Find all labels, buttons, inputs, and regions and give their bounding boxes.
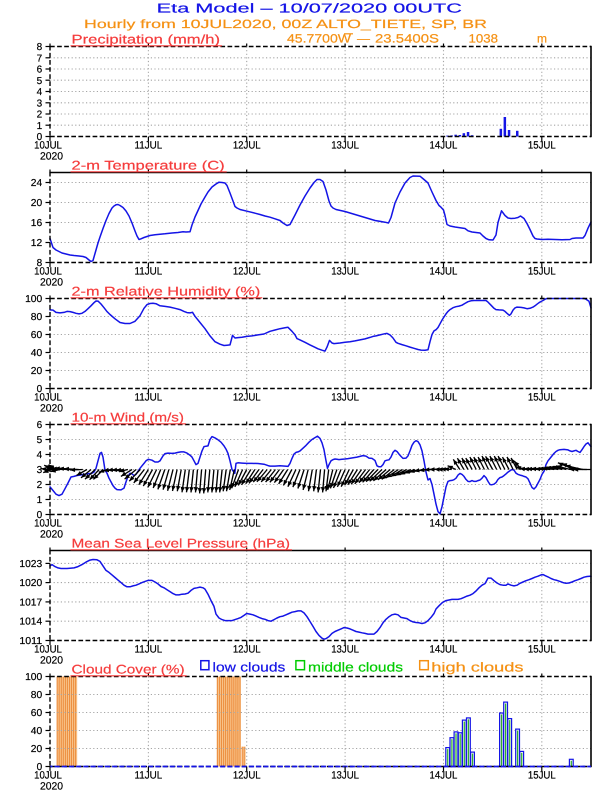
svg-text:14JUL: 14JUL	[430, 139, 458, 151]
svg-text:13JUL: 13JUL	[331, 517, 359, 529]
svg-text:12JUL: 12JUL	[233, 769, 261, 781]
svg-text:0: 0	[37, 762, 43, 773]
svg-text:2-m Temperature (C): 2-m Temperature (C)	[72, 159, 225, 173]
svg-text:7: 7	[37, 53, 43, 64]
svg-text:23.5400S: 23.5400S	[375, 32, 439, 46]
svg-text:12JUL: 12JUL	[233, 391, 261, 403]
svg-text:13JUL: 13JUL	[331, 391, 359, 403]
svg-text:8: 8	[37, 258, 43, 269]
svg-text:3: 3	[37, 98, 43, 109]
svg-text:10JUL: 10JUL	[34, 139, 62, 151]
svg-text:14JUL: 14JUL	[430, 769, 458, 781]
svg-text:8: 8	[37, 42, 43, 53]
svg-text:11JUL: 11JUL	[134, 391, 162, 403]
svg-text:—: —	[357, 32, 370, 46]
svg-text:14JUL: 14JUL	[430, 391, 458, 403]
svg-text:4: 4	[37, 87, 43, 98]
svg-text:high clouds: high clouds	[431, 660, 524, 675]
svg-text:6: 6	[37, 420, 43, 431]
svg-text:14JUL: 14JUL	[430, 517, 458, 529]
svg-text:1038: 1038	[469, 32, 499, 46]
svg-text:12JUL: 12JUL	[233, 265, 261, 277]
svg-text:3: 3	[37, 465, 43, 476]
svg-text:14JUL: 14JUL	[430, 643, 458, 655]
svg-text:2: 2	[37, 480, 43, 491]
svg-text:20: 20	[31, 366, 43, 377]
svg-text:12JUL: 12JUL	[233, 643, 261, 655]
svg-text:2020: 2020	[40, 403, 63, 415]
svg-text:Hourly from 10JUL2020, 00Z AL: Hourly from 10JUL2020, 00Z ALTO_TIETE, S…	[84, 17, 487, 31]
svg-text:2020: 2020	[40, 151, 63, 163]
svg-text:Eta Model – 10/07/2020 00UTC: Eta Model – 10/07/2020 00UTC	[157, 1, 462, 16]
svg-text:10JUL: 10JUL	[34, 265, 62, 277]
svg-text:1014: 1014	[19, 617, 42, 628]
svg-text:12JUL: 12JUL	[233, 517, 261, 529]
svg-text:12JUL: 12JUL	[233, 139, 261, 151]
svg-text:13JUL: 13JUL	[331, 265, 359, 277]
svg-text:60: 60	[31, 708, 43, 719]
svg-text:15JUL: 15JUL	[528, 265, 556, 277]
svg-text:1023: 1023	[19, 559, 42, 570]
svg-text:15JUL: 15JUL	[528, 139, 556, 151]
svg-text:1017: 1017	[19, 597, 42, 608]
svg-text:13JUL: 13JUL	[331, 769, 359, 781]
svg-text:2020: 2020	[40, 277, 63, 289]
svg-text:Mean Sea Level Pressure (hPa): Mean Sea Level Pressure (hPa)	[72, 537, 291, 551]
svg-text:16: 16	[31, 218, 43, 229]
svg-text:0: 0	[37, 510, 43, 521]
svg-text:15JUL: 15JUL	[528, 769, 556, 781]
svg-text:100: 100	[25, 672, 43, 683]
svg-text:14JUL: 14JUL	[430, 265, 458, 277]
svg-text:11JUL: 11JUL	[134, 643, 162, 655]
svg-text:10-m Wind (m/s): 10-m Wind (m/s)	[72, 411, 185, 425]
svg-text:low clouds: low clouds	[213, 660, 286, 675]
svg-text:40: 40	[31, 726, 43, 737]
svg-text:Precipitation (mm/h): Precipitation (mm/h)	[72, 33, 221, 47]
svg-text:13JUL: 13JUL	[331, 643, 359, 655]
svg-text:60: 60	[31, 330, 43, 341]
svg-text:6: 6	[37, 65, 43, 76]
svg-text:80: 80	[31, 312, 43, 323]
svg-text:0: 0	[37, 132, 43, 143]
svg-text:10JUL: 10JUL	[34, 643, 62, 655]
svg-text:80: 80	[31, 690, 43, 701]
svg-text:2-m Relative Humidity (%): 2-m Relative Humidity (%)	[72, 285, 261, 299]
svg-text:10JUL: 10JUL	[34, 769, 62, 781]
svg-text:10JUL: 10JUL	[34, 391, 62, 403]
svg-text:11JUL: 11JUL	[134, 517, 162, 529]
svg-text:15JUL: 15JUL	[528, 391, 556, 403]
svg-text:11JUL: 11JUL	[134, 139, 162, 151]
svg-text:45.7700W: 45.7700W	[287, 32, 352, 46]
svg-text:15JUL: 15JUL	[528, 643, 556, 655]
svg-text:40: 40	[31, 348, 43, 359]
svg-text:24: 24	[31, 178, 43, 189]
svg-text:middle clouds: middle clouds	[308, 660, 404, 675]
svg-text:11JUL: 11JUL	[134, 769, 162, 781]
svg-text:15JUL: 15JUL	[528, 517, 556, 529]
svg-text:4: 4	[37, 450, 43, 461]
svg-text:20: 20	[31, 744, 43, 755]
svg-text:12: 12	[31, 238, 43, 249]
svg-text:10JUL: 10JUL	[34, 517, 62, 529]
svg-text:1020: 1020	[19, 578, 42, 589]
svg-text:20: 20	[31, 198, 43, 209]
svg-text:0: 0	[37, 384, 43, 395]
svg-text:m: m	[537, 32, 547, 46]
svg-text:2020: 2020	[40, 781, 63, 792]
svg-text:1011: 1011	[19, 636, 42, 647]
svg-text:2: 2	[37, 110, 43, 121]
svg-text:5: 5	[37, 435, 43, 446]
svg-text:2020: 2020	[40, 529, 63, 541]
svg-text:1: 1	[37, 495, 43, 506]
svg-text:13JUL: 13JUL	[331, 139, 359, 151]
svg-text:1: 1	[37, 121, 43, 132]
svg-text:5: 5	[37, 76, 43, 87]
svg-text:100: 100	[25, 294, 43, 305]
svg-text:Cloud Cover (%): Cloud Cover (%)	[72, 663, 185, 677]
svg-text:2020: 2020	[40, 655, 63, 667]
svg-text:11JUL: 11JUL	[134, 265, 162, 277]
